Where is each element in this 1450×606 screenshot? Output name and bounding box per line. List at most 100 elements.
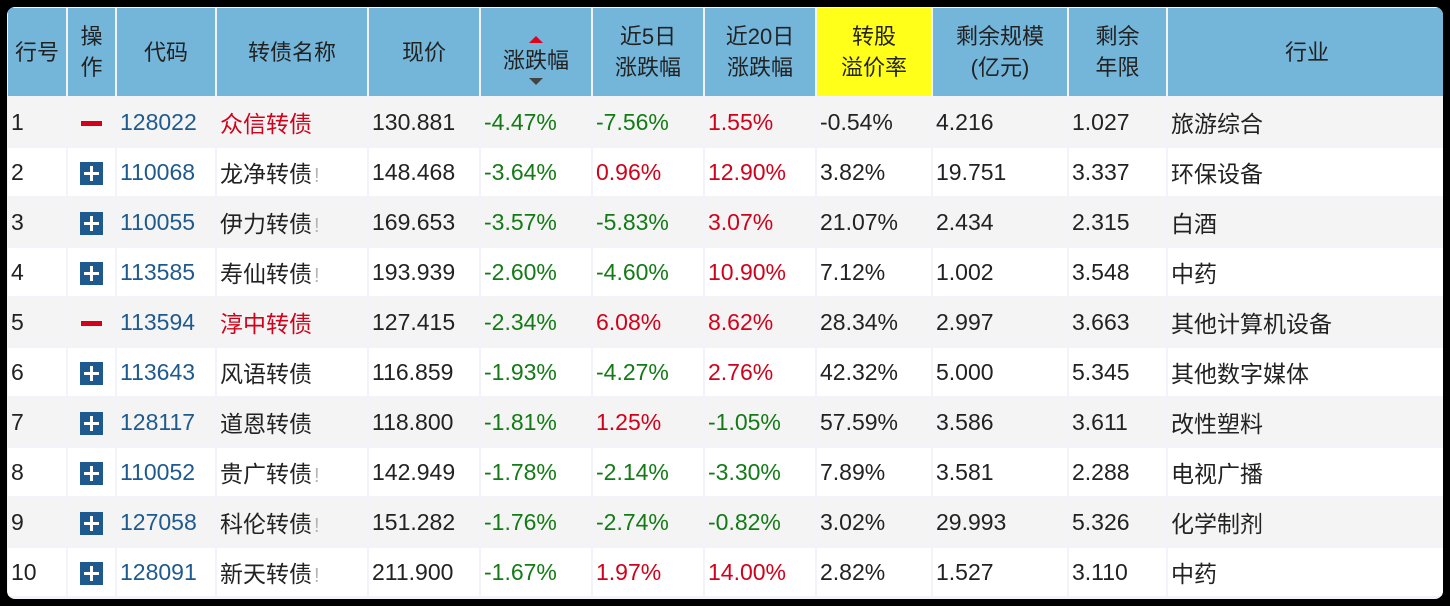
bond-name[interactable]: 伊力转债	[220, 211, 312, 237]
change-5d-pct: 1.25%	[593, 398, 703, 446]
header-row: 行号 操 作 代码 转债名称 现价 涨跌幅 近5日 涨跌幅	[8, 8, 1443, 96]
warning-mark[interactable]: !	[314, 215, 320, 237]
bond-name-cell[interactable]: 新天转债!	[217, 548, 367, 596]
premium-rate: 21.07%	[817, 198, 931, 246]
add-icon[interactable]	[80, 411, 103, 435]
action-cell[interactable]	[68, 248, 115, 296]
price: 142.949	[369, 448, 479, 496]
action-cell[interactable]	[68, 548, 115, 596]
table-row: 1 128022 众信转债 130.881 -4.47% -7.56% 1.55% -0.54…	[8, 98, 1443, 146]
header-premium-rate[interactable]: 转股 溢价率	[817, 8, 931, 96]
warning-mark[interactable]: !	[314, 465, 320, 487]
change-5d-pct: -2.74%	[593, 498, 703, 546]
add-icon[interactable]	[80, 161, 103, 185]
action-cell[interactable]	[68, 448, 115, 496]
remove-icon[interactable]	[81, 120, 102, 126]
industry: 改性塑料	[1168, 398, 1443, 446]
action-cell[interactable]	[68, 98, 115, 146]
row-number: 3	[8, 198, 66, 246]
change-5d-pct: -2.14%	[593, 448, 703, 496]
industry: 环保设备	[1168, 148, 1443, 196]
header-row-no[interactable]: 行号	[8, 8, 66, 96]
row-number: 2	[8, 148, 66, 196]
bond-code-link[interactable]: 128091	[117, 548, 215, 596]
sort-ascending-icon[interactable]	[528, 35, 543, 43]
bond-name-cell[interactable]: 龙净转债!	[217, 148, 367, 196]
header-change-20d[interactable]: 近20日 涨跌幅	[705, 8, 815, 96]
bond-name[interactable]: 贵广转债	[220, 461, 312, 487]
change-pct: -2.60%	[481, 248, 591, 296]
bond-name-cell[interactable]: 科伦转债!	[217, 498, 367, 546]
action-cell[interactable]	[68, 398, 115, 446]
bond-code-link[interactable]: 110068	[117, 148, 215, 196]
header-price[interactable]: 现价	[369, 8, 479, 96]
header-name[interactable]: 转债名称	[217, 8, 367, 96]
bond-name[interactable]: 寿仙转债	[220, 261, 312, 287]
header-years-line2: 年限	[1095, 55, 1140, 80]
bond-name-cell[interactable]: 道恩转债	[217, 398, 367, 446]
add-icon[interactable]	[80, 261, 103, 285]
sort-control[interactable]: 涨跌幅	[503, 35, 569, 85]
warning-mark[interactable]: !	[314, 165, 320, 187]
action-cell[interactable]	[68, 348, 115, 396]
header-industry[interactable]: 行业	[1168, 8, 1443, 96]
header-action-line1: 操	[80, 24, 103, 49]
row-number: 6	[8, 348, 66, 396]
sort-descending-icon[interactable]	[528, 77, 543, 85]
bond-name[interactable]: 众信转债	[220, 111, 312, 137]
add-icon[interactable]	[80, 461, 103, 485]
header-change[interactable]: 涨跌幅	[481, 8, 591, 96]
warning-mark[interactable]: !	[314, 565, 320, 587]
change-20d-pct: -1.05%	[705, 398, 815, 446]
table-row: 6 113643 风语转债 116.859 -1.93% -4.27% 2.76% 42.32…	[8, 348, 1443, 396]
header-change-5d-line2: 涨跌幅	[614, 55, 681, 80]
bond-name-cell[interactable]: 淳中转债	[217, 298, 367, 346]
bond-name[interactable]: 风语转债	[220, 361, 312, 387]
premium-rate: 57.59%	[817, 398, 931, 446]
bond-code-link[interactable]: 113643	[117, 348, 215, 396]
remove-icon[interactable]	[81, 320, 102, 326]
add-icon[interactable]	[80, 511, 103, 535]
remaining-size: 19.751	[933, 148, 1067, 196]
bond-name[interactable]: 道恩转债	[220, 411, 312, 437]
remaining-years: 3.548	[1069, 248, 1166, 296]
bond-code-link[interactable]: 128022	[117, 98, 215, 146]
bond-name[interactable]: 新天转债	[220, 561, 312, 587]
bond-code-link[interactable]: 110055	[117, 198, 215, 246]
add-icon[interactable]	[80, 561, 103, 585]
change-pct: -1.93%	[481, 348, 591, 396]
bond-code-link[interactable]: 128117	[117, 398, 215, 446]
bond-name-cell[interactable]: 贵广转债!	[217, 448, 367, 496]
add-icon[interactable]	[80, 211, 103, 235]
header-years-line1: 剩余	[1095, 24, 1140, 49]
bond-code-link[interactable]: 110052	[117, 448, 215, 496]
bond-name-cell[interactable]: 伊力转债!	[217, 198, 367, 246]
bond-name-cell[interactable]: 寿仙转债!	[217, 248, 367, 296]
bond-name[interactable]: 淳中转债	[220, 311, 312, 337]
premium-rate: 3.82%	[817, 148, 931, 196]
header-action: 操 作	[68, 8, 115, 96]
industry: 旅游综合	[1168, 98, 1443, 146]
warning-mark[interactable]: !	[314, 515, 320, 537]
header-code[interactable]: 代码	[117, 8, 215, 96]
bond-code-link[interactable]: 113585	[117, 248, 215, 296]
add-icon[interactable]	[80, 361, 103, 385]
bond-name-cell[interactable]: 风语转债	[217, 348, 367, 396]
bond-code-link[interactable]: 113594	[117, 298, 215, 346]
price: 193.939	[369, 248, 479, 296]
header-remaining-size[interactable]: 剩余规模 (亿元)	[933, 8, 1067, 96]
warning-mark[interactable]: !	[314, 265, 320, 287]
action-cell[interactable]	[68, 498, 115, 546]
bond-name-cell[interactable]: 众信转债	[217, 98, 367, 146]
header-remaining-years[interactable]: 剩余 年限	[1069, 8, 1166, 96]
action-cell[interactable]	[68, 198, 115, 246]
action-cell[interactable]	[68, 298, 115, 346]
bond-name[interactable]: 科伦转债	[220, 511, 312, 537]
header-change-5d[interactable]: 近5日 涨跌幅	[593, 8, 703, 96]
bond-code-link[interactable]: 127058	[117, 498, 215, 546]
table-row: 5 113594 淳中转债 127.415 -2.34% 6.08% 8.62% 28.34%…	[8, 298, 1443, 346]
remaining-size: 3.581	[933, 448, 1067, 496]
action-cell[interactable]	[68, 148, 115, 196]
change-20d-pct: 12.90%	[705, 148, 815, 196]
bond-name[interactable]: 龙净转债	[220, 161, 312, 187]
